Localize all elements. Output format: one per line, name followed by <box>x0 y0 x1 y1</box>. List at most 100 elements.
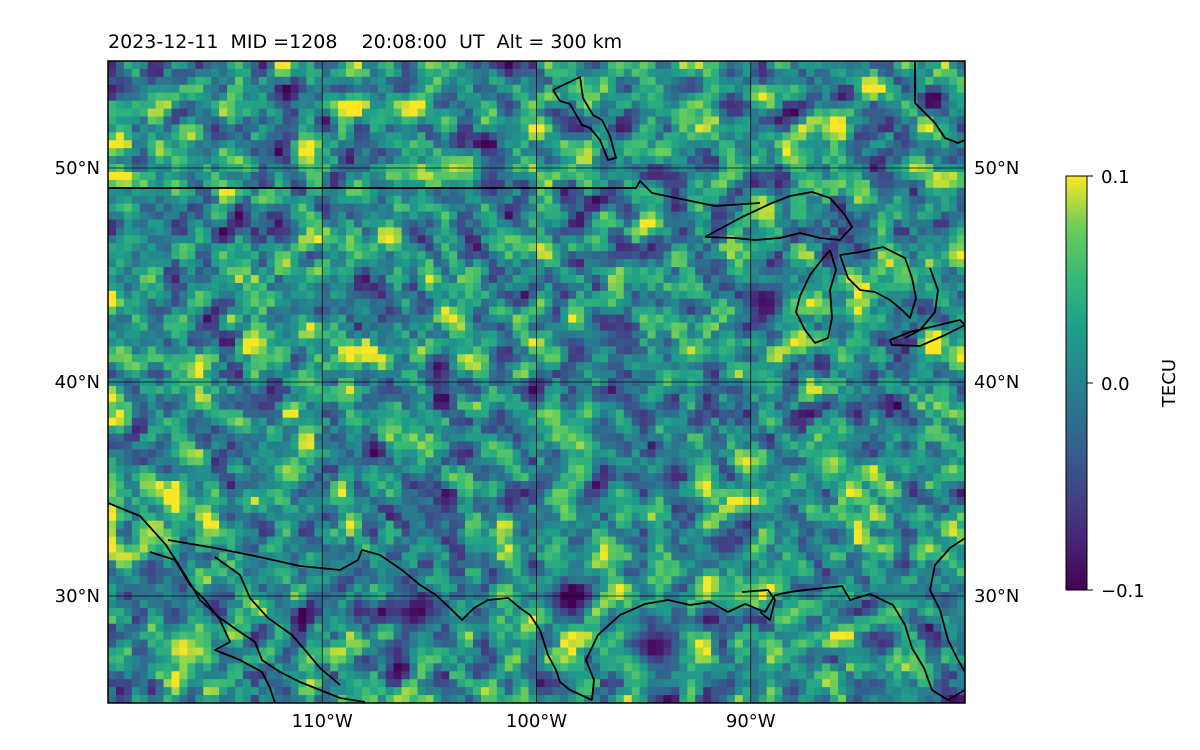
tec-cell <box>941 195 950 205</box>
tec-cell <box>941 417 950 427</box>
tec-cell <box>274 259 284 268</box>
tec-cell <box>417 61 427 70</box>
tec-cell <box>909 306 918 316</box>
tec-cell <box>473 132 482 141</box>
tec-cell <box>258 346 268 355</box>
tec-cell <box>845 251 855 260</box>
tec-cell <box>623 68 633 78</box>
tec-cell <box>814 84 823 94</box>
tec-cell <box>457 330 466 340</box>
tec-cell <box>933 124 942 133</box>
tec-cell <box>131 195 141 205</box>
tec-cell <box>282 290 292 300</box>
tec-cell <box>401 156 411 165</box>
tec-cell <box>480 259 490 268</box>
tec-cell <box>187 362 196 371</box>
tec-cell <box>465 235 474 244</box>
tec-cell <box>933 322 942 332</box>
tec-cell <box>480 171 490 181</box>
tec-cell <box>290 171 300 181</box>
tec-cell <box>155 251 165 260</box>
tec-cell <box>925 409 934 419</box>
tec-cell <box>798 290 807 300</box>
tec-cell <box>925 243 934 252</box>
tec-cell <box>449 298 458 308</box>
tec-cell <box>520 393 530 403</box>
tec-cell <box>599 171 609 181</box>
tec-cell <box>195 203 204 213</box>
tec-cell <box>306 156 315 165</box>
tec-cell <box>480 108 490 118</box>
tec-cell <box>885 132 895 141</box>
tec-cell <box>322 68 331 78</box>
tec-cell <box>433 76 442 86</box>
tec-cell <box>433 171 442 181</box>
tec-cell <box>346 195 355 205</box>
tec-cell <box>163 211 173 221</box>
tec-cell <box>298 417 307 427</box>
tec-cell <box>457 354 466 363</box>
tec-cell <box>115 124 125 133</box>
tec-cell <box>314 401 323 411</box>
tec-cell <box>830 227 839 236</box>
tec-cell <box>377 362 387 371</box>
tec-cell <box>441 338 450 347</box>
tec-cell <box>845 338 855 347</box>
tec-cell <box>726 322 736 332</box>
tec-cell <box>647 195 657 205</box>
tec-cell <box>330 195 339 205</box>
tec-cell <box>861 108 871 118</box>
tec-cell <box>488 401 498 411</box>
tec-cell <box>496 84 506 94</box>
tec-cell <box>306 61 315 70</box>
tec-cell <box>925 116 934 126</box>
tec-cell <box>115 251 125 260</box>
tec-cell <box>171 92 181 102</box>
tec-cell <box>155 68 165 78</box>
tec-cell <box>155 61 165 70</box>
tec-cell <box>623 346 633 355</box>
tec-cell <box>552 132 561 141</box>
tec-cell <box>758 171 768 181</box>
tec-cell <box>861 401 871 411</box>
tec-cell <box>949 171 958 181</box>
tec-cell <box>433 243 442 252</box>
tec-cell <box>584 354 593 363</box>
tec-cell <box>798 227 807 236</box>
tec-cell <box>449 68 458 78</box>
tec-cell <box>227 148 236 157</box>
tec-cell <box>528 211 538 221</box>
tec-cell <box>250 306 260 316</box>
tec-cell <box>893 235 903 244</box>
tec-cell <box>131 298 141 308</box>
tec-cell <box>266 275 276 284</box>
tec-cell <box>441 219 450 229</box>
tec-cell <box>433 298 442 308</box>
tec-cell <box>131 68 141 78</box>
tec-cell <box>576 219 585 229</box>
tec-cell <box>615 108 625 118</box>
tec-cell <box>131 330 141 340</box>
tec-cell <box>941 385 950 395</box>
tec-cell <box>568 195 577 205</box>
tec-cell <box>798 187 807 197</box>
tec-cell <box>385 156 395 165</box>
tec-cell <box>473 385 482 395</box>
tec-cell <box>544 401 553 411</box>
tec-cell <box>139 259 149 268</box>
tec-cell <box>163 243 173 252</box>
tec-cell <box>488 322 498 332</box>
tec-cell <box>687 338 696 347</box>
tec-cell <box>274 306 284 316</box>
tec-cell <box>409 195 419 205</box>
tec-cell <box>933 338 942 347</box>
tec-cell <box>211 322 220 332</box>
tec-cell <box>576 92 585 102</box>
tec-cell <box>552 179 561 189</box>
tec-cell <box>274 330 284 340</box>
tec-cell <box>853 84 863 94</box>
tec-cell <box>909 393 918 403</box>
tec-cell <box>750 393 760 403</box>
tec-cell <box>274 385 284 395</box>
tec-cell <box>258 140 268 149</box>
